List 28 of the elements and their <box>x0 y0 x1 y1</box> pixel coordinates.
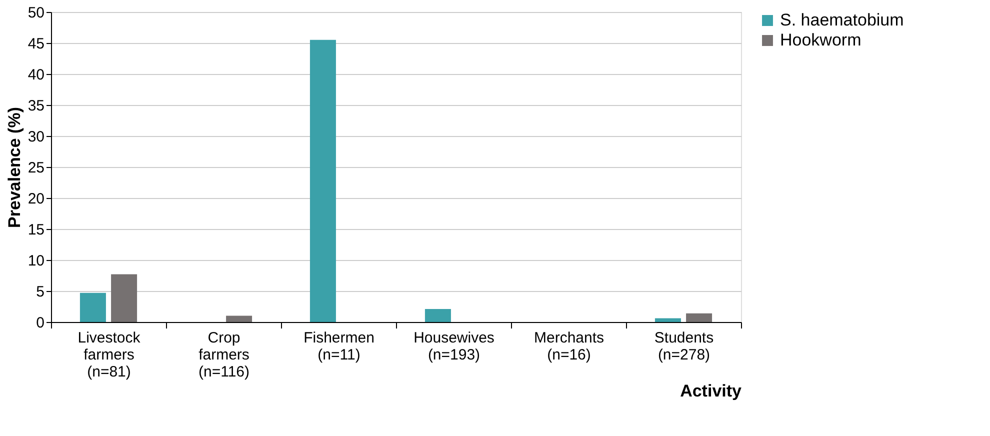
legend-label: S. haematobium <box>780 10 904 30</box>
y-tick-label: 45 <box>28 36 44 52</box>
y-tick-label: 30 <box>28 128 44 146</box>
x-tick-label: Crop farmers (n=116) <box>198 330 250 380</box>
y-tick-label: 35 <box>28 98 44 114</box>
y-axis-title: Prevalence (%) <box>4 107 24 228</box>
y-tick-label: 40 <box>28 66 44 84</box>
x-tick-label: Students (n=278) <box>654 330 714 364</box>
bar <box>310 40 336 322</box>
y-tick-label: 15 <box>28 222 44 238</box>
y-tick-label: 25 <box>28 160 44 176</box>
legend-label: Hookworm <box>780 30 862 50</box>
bar <box>111 274 138 322</box>
y-tick-label: 20 <box>28 190 44 208</box>
bar <box>424 308 451 322</box>
x-tick-label: Merchants (n=16) <box>534 330 604 364</box>
y-tick-label: 50 <box>28 4 44 22</box>
x-axis-title: Activity <box>680 382 742 400</box>
bar <box>80 292 106 322</box>
bar <box>686 313 712 322</box>
x-tick-label: Livestock farmers (n=81) <box>78 330 141 380</box>
y-tick-label: 0 <box>36 314 44 332</box>
y-tick-label: 5 <box>36 284 44 300</box>
x-tick-label: Fishermen (n=11) <box>304 330 374 364</box>
x-tick-label: Housewives (n=193) <box>414 330 494 364</box>
y-tick-label: 10 <box>28 252 44 270</box>
bar <box>654 318 681 322</box>
bar <box>226 316 252 322</box>
